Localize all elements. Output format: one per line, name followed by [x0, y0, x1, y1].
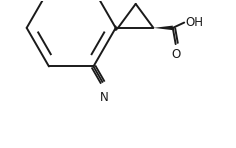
Polygon shape	[153, 26, 173, 30]
Text: O: O	[171, 48, 180, 61]
Text: OH: OH	[185, 16, 203, 29]
Text: N: N	[100, 91, 109, 104]
